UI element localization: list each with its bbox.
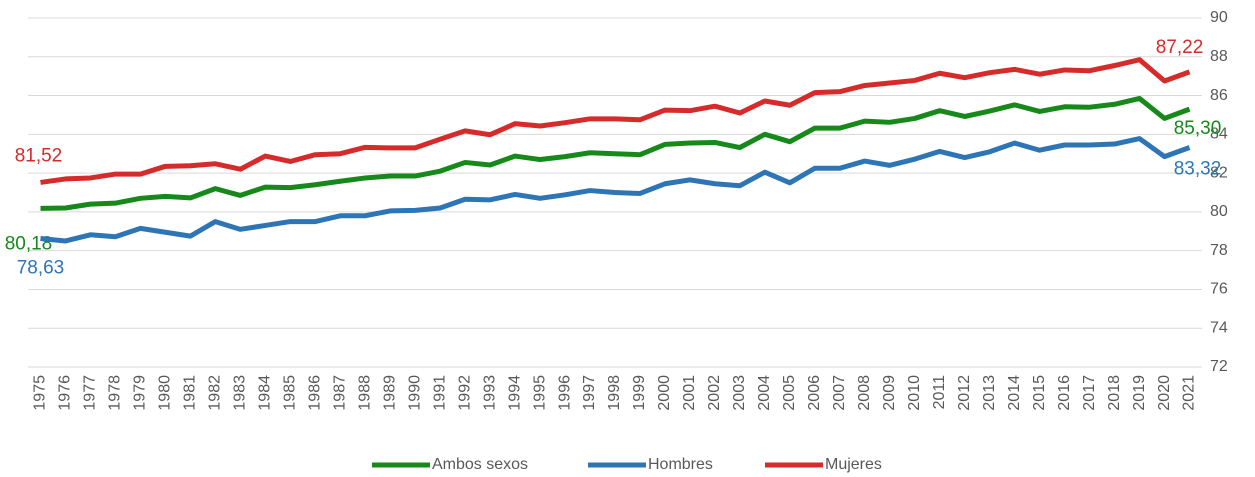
x-tick-label: 2016 (1056, 375, 1073, 411)
x-tick-label: 2017 (1081, 375, 1098, 411)
x-tick-label: 1981 (182, 375, 199, 411)
data-label: 78,63 (17, 257, 65, 278)
y-tick-label: 72 (1210, 358, 1228, 375)
x-tick-label: 2020 (1156, 375, 1173, 411)
x-tick-label: 2013 (981, 375, 998, 411)
x-tick-label: 1991 (431, 375, 448, 411)
x-tick-label: 2008 (856, 375, 873, 411)
y-tick-label: 82 (1210, 164, 1228, 181)
x-tick-label: 2012 (956, 375, 973, 411)
data-label: 87,22 (1156, 37, 1204, 58)
x-tick-label: 2009 (881, 375, 898, 411)
x-tick-label: 2005 (781, 375, 798, 411)
y-tick-label: 88 (1210, 48, 1228, 65)
x-tick-label: 2014 (1006, 375, 1023, 411)
x-tick-label: 2011 (931, 375, 948, 410)
data-label: 80,18 (5, 233, 53, 254)
x-tick-label: 2018 (1106, 375, 1123, 411)
y-tick-label: 84 (1210, 126, 1228, 143)
x-tick-label: 1976 (57, 375, 74, 411)
x-tick-label: 1975 (32, 375, 49, 411)
x-tick-label: 1984 (257, 375, 274, 411)
x-tick-label: 1999 (631, 375, 648, 411)
x-tick-label: 1992 (456, 375, 473, 411)
x-tick-label: 1979 (132, 375, 149, 411)
x-tick-label: 2007 (831, 375, 848, 411)
x-tick-label: 1977 (82, 375, 99, 411)
x-tick-label: 1978 (107, 375, 124, 411)
series-line (40, 57, 1191, 185)
x-tick-label: 2021 (1181, 375, 1198, 411)
x-tick-label: 2015 (1031, 375, 1048, 411)
y-tick-label: 86 (1210, 87, 1228, 104)
series-line (40, 136, 1191, 244)
legend-label: Ambos sexos (432, 456, 528, 473)
series-line (40, 95, 1191, 211)
x-tick-label: 1995 (531, 375, 548, 411)
y-tick-label: 74 (1210, 319, 1228, 336)
x-tick-label: 2000 (656, 375, 673, 411)
x-tick-label: 1994 (506, 375, 523, 411)
y-tick-label: 90 (1210, 9, 1228, 26)
x-tick-label: 1982 (207, 375, 224, 411)
x-tick-label: 2010 (906, 375, 923, 411)
x-tick-label: 1980 (157, 375, 174, 411)
x-tick-label: 2002 (706, 375, 723, 411)
x-tick-label: 1997 (581, 375, 598, 411)
x-tick-label: 1993 (481, 375, 498, 411)
legend-label: Mujeres (825, 456, 882, 473)
x-tick-label: 1983 (232, 375, 249, 411)
x-tick-label: 1990 (406, 375, 423, 411)
x-tick-label: 2003 (731, 375, 748, 411)
data-label: 85,30 (1174, 118, 1222, 139)
x-tick-label: 1988 (356, 375, 373, 411)
y-tick-label: 76 (1210, 281, 1228, 298)
data-label: 81,52 (15, 145, 63, 166)
legend-label: Hombres (648, 456, 713, 473)
x-tick-label: 2004 (756, 375, 773, 411)
y-tick-label: 78 (1210, 242, 1228, 259)
x-tick-label: 1986 (306, 375, 323, 411)
x-tick-label: 2001 (681, 375, 698, 411)
x-tick-label: 2006 (806, 375, 823, 411)
x-tick-label: 1985 (281, 375, 298, 411)
y-tick-label: 80 (1210, 203, 1228, 220)
x-tick-label: 1996 (556, 375, 573, 411)
x-tick-label: 1998 (606, 375, 623, 411)
x-tick-label: 1989 (381, 375, 398, 411)
x-tick-label: 2019 (1131, 375, 1148, 411)
data-label: 83,32 (1174, 159, 1222, 180)
x-tick-label: 1987 (331, 375, 348, 411)
